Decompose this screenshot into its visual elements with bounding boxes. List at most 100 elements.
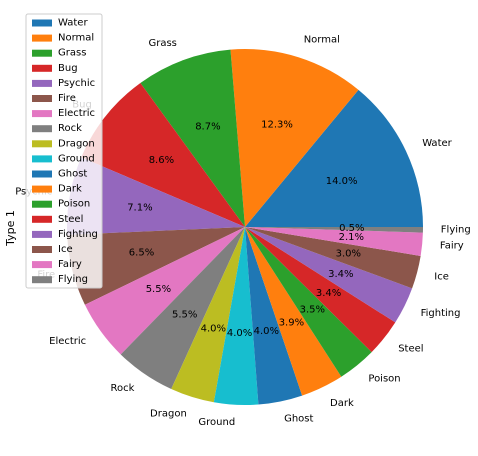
pie-slice-ice [245, 227, 421, 289]
pct-label-steel: 3.4% [316, 288, 341, 299]
legend-item-rock: Rock [32, 123, 82, 134]
category-label-ice: Ice [434, 271, 449, 282]
legend-item-normal: Normal [32, 33, 94, 44]
legend-item-psychic: Psychic [32, 78, 95, 89]
y-axis-label: Type 1 [4, 210, 17, 247]
pct-label-electric: 5.5% [146, 284, 171, 295]
legend-item-poison: Poison [32, 199, 90, 210]
legend-label-bug: Bug [58, 63, 78, 74]
legend-swatch-grass [32, 49, 52, 57]
category-label-flying: Flying [441, 225, 471, 236]
legend-label-fire: Fire [58, 93, 76, 104]
legend-item-fighting: Fighting [32, 229, 98, 240]
pie-slice-poison [245, 227, 372, 377]
legend-swatch-rock [32, 125, 52, 133]
legend-swatch-ice [32, 246, 52, 253]
pct-label-bug: 8.6% [149, 155, 174, 166]
category-label-water: Water [422, 138, 452, 149]
pie-slice-rock [120, 227, 245, 389]
legend-swatch-fairy [32, 261, 52, 269]
legend-item-flying: Flying [32, 274, 88, 285]
pct-label-ghost: 4.0% [254, 326, 279, 337]
pie-slice-bug [81, 82, 245, 228]
legend: Water Normal Grass Bug Psychic Fire Electric Ro… [25, 13, 103, 289]
pie-slice-fighting [245, 227, 413, 323]
legend-item-ground: Ground [32, 153, 95, 164]
legend-label-fairy: Fairy [58, 259, 82, 270]
pie-slice-psychic [66, 157, 246, 235]
legend-label-ghost: Ghost [58, 169, 87, 180]
legend-label-fighting: Fighting [58, 229, 98, 240]
pct-label-ground: 4.0% [227, 328, 252, 339]
legend-swatch-water [32, 19, 52, 27]
pie-slice-fire [67, 227, 245, 305]
legend-label-rock: Rock [58, 123, 82, 134]
pct-label-flying: 0.5% [339, 223, 364, 234]
pie-slice-normal [230, 48, 359, 227]
category-label-grass: Grass [148, 38, 176, 49]
pie-slice-steel [245, 227, 396, 353]
legend-swatch-ghost [32, 170, 52, 178]
legend-swatch-steel [32, 215, 52, 223]
pie-slice-water [245, 89, 423, 227]
pie-slice-ghost [245, 227, 303, 405]
pct-label-dragon: 4.0% [201, 324, 226, 335]
pie-slice-ground [213, 227, 259, 405]
pct-label-normal: 12.3% [261, 120, 293, 131]
legend-swatch-flying [32, 276, 52, 284]
pct-label-psychic: 7.1% [127, 203, 152, 214]
category-label-steel: Steel [398, 343, 423, 354]
legend-label-water: Water [58, 18, 88, 29]
pct-label-grass: 8.7% [195, 121, 220, 132]
legend-item-fire: Fire [32, 93, 76, 104]
legend-label-normal: Normal [58, 33, 94, 44]
legend-item-ghost: Ghost [32, 169, 87, 180]
pie-slice-electric [84, 227, 245, 355]
pie-percent-labels: 14.0%12.3%8.7%8.6%7.1%6.5%5.5%5.5%4.0% 4.… [127, 120, 364, 340]
category-label-fairy: Fairy [440, 241, 464, 252]
pct-label-poison: 3.5% [300, 304, 325, 315]
pie-slice-grass [140, 49, 245, 228]
category-label-dragon: Dragon [150, 409, 187, 420]
legend-item-fairy: Fairy [32, 259, 82, 270]
legend-label-poison: Poison [58, 199, 90, 210]
category-label-electric: Electric [49, 336, 86, 347]
legend-label-steel: Steel [58, 214, 83, 225]
legend-item-ice: Ice [32, 244, 73, 255]
pct-label-fairy: 2.1% [339, 232, 364, 243]
category-label-normal: Normal [304, 35, 340, 46]
legend-swatch-dark [32, 185, 52, 193]
legend-swatch-fire [32, 95, 52, 102]
pct-label-rock: 5.5% [172, 310, 197, 321]
pct-label-ice: 3.0% [336, 249, 361, 260]
legend-swatch-fighting [32, 230, 52, 238]
legend-label-electric: Electric [58, 108, 95, 119]
legend-swatch-poison [32, 200, 52, 208]
pie-slice-dark [245, 227, 342, 396]
legend-label-dragon: Dragon [58, 138, 95, 149]
category-label-ground: Ground [198, 417, 235, 428]
pie-slices [66, 48, 423, 405]
legend-item-electric: Electric [32, 108, 95, 119]
legend-swatch-psychic [32, 79, 52, 87]
pie-slice-flying [245, 227, 423, 233]
legend-swatch-electric [32, 110, 52, 118]
category-label-rock: Rock [110, 383, 134, 394]
legend-label-flying: Flying [58, 274, 88, 285]
pie-slice-fairy [245, 227, 423, 256]
pct-label-fighting: 3.4% [328, 269, 353, 280]
category-label-fighting: Fighting [421, 308, 461, 319]
legend-item-steel: Steel [32, 214, 83, 225]
legend-swatch-normal [32, 34, 52, 42]
category-label-ghost: Ghost [284, 413, 313, 424]
legend-label-ice: Ice [58, 244, 73, 255]
pct-label-fire: 6.5% [129, 248, 154, 259]
category-label-dark: Dark [330, 398, 354, 409]
legend-item-bug: Bug [32, 63, 78, 74]
pct-label-water: 14.0% [326, 176, 358, 187]
legend-label-psychic: Psychic [58, 78, 95, 89]
legend-label-grass: Grass [58, 48, 86, 59]
pie-slice-dragon [171, 227, 245, 403]
legend-item-dark: Dark [32, 184, 82, 195]
